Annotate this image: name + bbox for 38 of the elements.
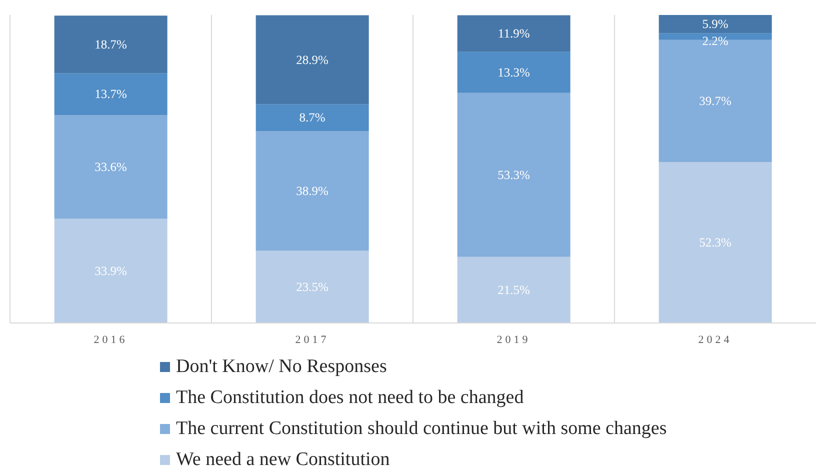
data-label: 33.9%: [94, 264, 127, 278]
bar: [54, 73, 168, 116]
bar: [658, 162, 772, 323]
legend-label: Don't Know/ No Responses: [176, 356, 387, 378]
bar: [256, 131, 369, 251]
data-label: 33.6%: [94, 160, 127, 174]
x-tick-label: 2017: [295, 334, 330, 346]
data-label: 53.3%: [498, 168, 530, 182]
data-label: 21.5%: [498, 282, 530, 297]
bar: [256, 15, 369, 104]
x-tick-label: 2019: [496, 334, 531, 346]
bar: [54, 218, 168, 323]
legend-label: The current Constitution should continue but with some changes: [176, 418, 667, 440]
data-label: 18.7%: [94, 37, 127, 52]
data-label: 8.7%: [299, 110, 326, 125]
data-label: 23.5%: [296, 280, 328, 294]
data-label: 52.3%: [699, 236, 732, 250]
data-label: 11.9%: [498, 26, 530, 41]
bar: [54, 115, 168, 219]
bar: [457, 256, 570, 323]
x-tick-label: 2024: [698, 334, 732, 346]
data-label: 2.2%: [702, 34, 728, 48]
data-label: 38.9%: [296, 184, 328, 198]
bar: [256, 104, 369, 131]
legend-label: We need a new Constitution: [176, 448, 390, 470]
bar: [658, 15, 772, 34]
data-label: 13.7%: [94, 87, 127, 102]
legend-label: The Constitution does not need to be changed: [176, 386, 524, 408]
data-label: 5.9%: [702, 17, 728, 32]
data-label: 39.7%: [699, 94, 732, 108]
bar: [457, 15, 570, 52]
bar: [256, 250, 369, 323]
bar: [54, 16, 168, 74]
bar: [457, 92, 570, 257]
data-label: 28.9%: [296, 52, 328, 67]
x-tick-label: 2016: [94, 334, 128, 346]
bar: [457, 52, 570, 93]
data-label: 13.3%: [498, 65, 530, 80]
